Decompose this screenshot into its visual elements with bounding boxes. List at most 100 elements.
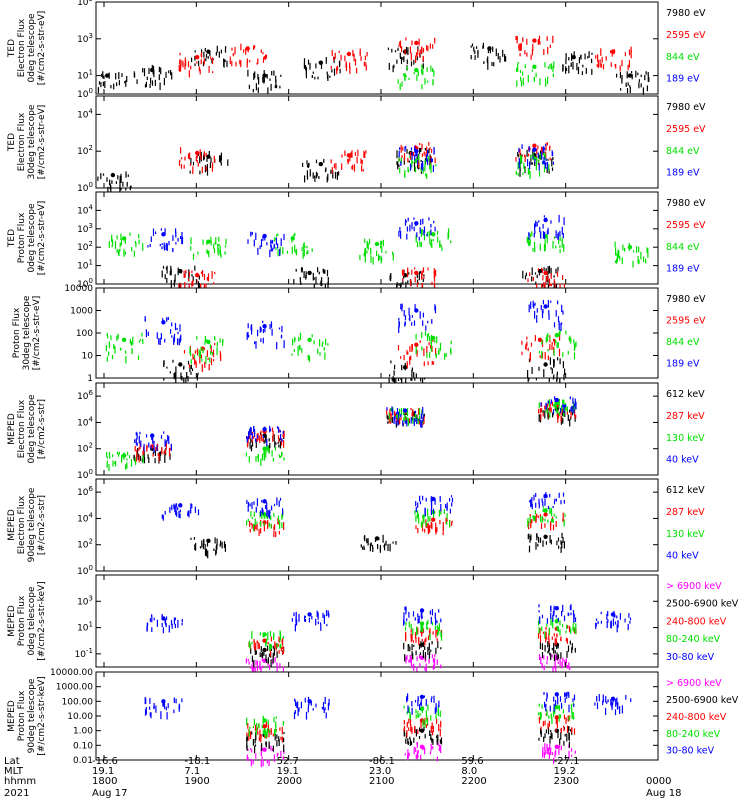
data-mark [538, 610, 540, 613]
data-mark [424, 719, 426, 728]
data-mark [387, 47, 389, 51]
data-mark [413, 71, 415, 75]
data-mark [246, 436, 248, 439]
data-mark [178, 510, 180, 518]
data-mark [282, 247, 284, 255]
data-mark [429, 154, 431, 160]
data-mark [552, 161, 555, 165]
data-mark [418, 38, 420, 46]
data-mark [221, 541, 223, 549]
data-mark [616, 697, 618, 705]
data-mark [171, 335, 173, 338]
data-mark [318, 271, 320, 275]
data-mark [256, 722, 258, 731]
data-mark [160, 435, 163, 439]
data-mark [544, 645, 546, 652]
data-mark [277, 249, 279, 257]
series-black [97, 42, 650, 95]
data-mark [601, 56, 603, 63]
data-mark [425, 663, 427, 672]
data-mark [408, 160, 410, 163]
data-mark [187, 376, 189, 382]
data-mark [171, 322, 173, 327]
data-mark [210, 351, 212, 355]
data-mark [415, 636, 417, 643]
data-mark [372, 547, 374, 552]
x-tick-label-hhmm: 2300 [554, 776, 579, 787]
data-mark [173, 697, 175, 703]
data-mark [446, 521, 448, 525]
data-mark [149, 243, 151, 247]
data-mark [626, 88, 629, 94]
data-mark [199, 69, 201, 75]
data-mark [197, 372, 199, 376]
data-mark [414, 418, 416, 422]
data-mark [266, 74, 268, 79]
data-mark [430, 341, 432, 350]
data-point [206, 49, 211, 54]
data-mark [200, 283, 202, 288]
data-mark [638, 246, 640, 253]
data-mark [200, 59, 202, 65]
data-mark [536, 274, 538, 279]
data-mark [315, 276, 317, 285]
data-mark [615, 260, 617, 263]
data-mark [139, 443, 141, 449]
data-mark [539, 628, 541, 635]
data-mark [552, 519, 554, 523]
y-axis-label: [#/cm2-s-str-keV] [37, 581, 47, 660]
data-mark [400, 413, 402, 418]
data-mark [166, 616, 168, 620]
data-mark [545, 402, 547, 410]
data-mark [216, 347, 218, 350]
data-mark [249, 643, 251, 649]
data-mark [542, 146, 544, 152]
data-mark [434, 654, 436, 658]
y-tick-label: 101 [77, 69, 93, 82]
data-mark [276, 651, 278, 658]
data-mark [155, 231, 157, 234]
data-mark [198, 349, 200, 357]
data-mark [408, 307, 410, 316]
data-mark [414, 700, 417, 703]
data-mark [275, 79, 277, 86]
data-mark [431, 522, 433, 530]
data-mark [251, 641, 253, 645]
data-mark [522, 37, 524, 43]
data-mark [547, 400, 549, 404]
data-point [543, 217, 548, 223]
data-mark [317, 76, 319, 80]
data-mark [560, 500, 562, 505]
data-mark [556, 625, 558, 631]
data-mark [629, 87, 631, 93]
data-mark [165, 242, 167, 250]
data-mark [262, 665, 264, 669]
data-mark [191, 281, 193, 287]
data-mark [134, 447, 136, 452]
data-mark [550, 220, 552, 224]
data-mark [270, 245, 272, 252]
data-mark [123, 248, 125, 257]
data-mark [568, 741, 570, 748]
data-mark [416, 241, 419, 248]
data-mark [307, 355, 309, 360]
data-mark [143, 457, 146, 464]
data-mark [422, 320, 424, 326]
data-mark [175, 231, 177, 238]
data-mark [252, 726, 254, 728]
data-point [307, 612, 312, 617]
data-mark [542, 721, 544, 727]
y-axis-label: [#/cm2-s-str-eV] [37, 11, 47, 86]
data-mark [260, 666, 262, 674]
data-mark [247, 502, 250, 507]
data-mark [252, 661, 254, 664]
data-mark [388, 412, 390, 416]
data-mark [111, 244, 113, 248]
data-mark [227, 159, 229, 166]
data-mark [188, 283, 190, 292]
data-mark [645, 258, 647, 264]
data-mark [536, 533, 538, 541]
data-mark [338, 60, 341, 68]
data-mark [174, 617, 176, 621]
data-mark [427, 647, 429, 655]
